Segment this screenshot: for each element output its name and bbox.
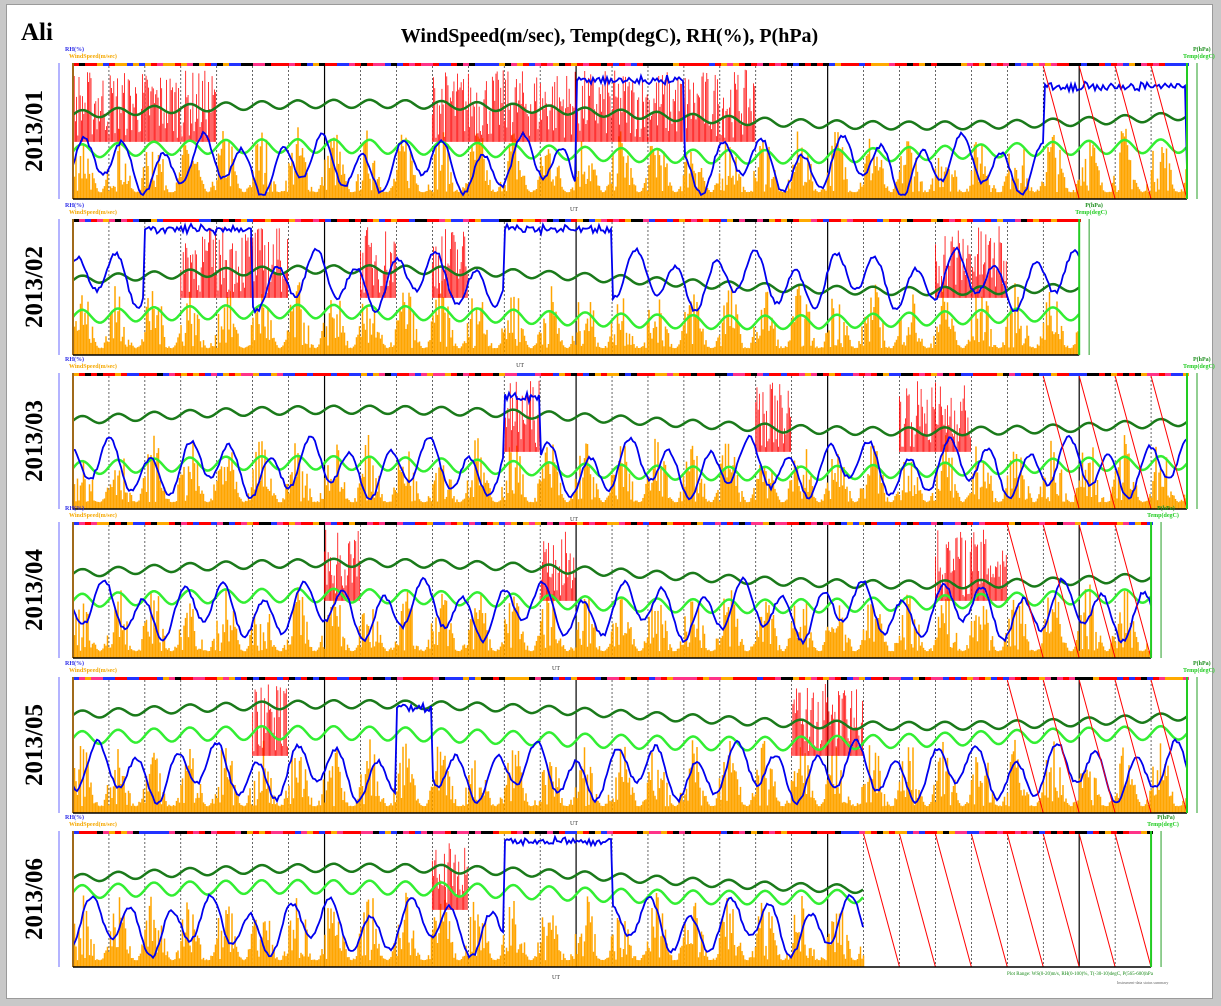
rh-axis-label: RH(%) — [65, 203, 84, 209]
rh-axis-label: RH(%) — [65, 661, 84, 667]
site-name: Ali — [21, 19, 53, 46]
x-axis-label: UT — [570, 207, 578, 213]
pressure-axis-label: P(hPa) — [1157, 815, 1175, 821]
windspeed-axis-label: WindSpeed(m/sec) — [69, 513, 117, 519]
status-note: Instrument-data status summary — [1117, 980, 1169, 985]
pressure-axis-label: P(hPa) — [1193, 47, 1211, 53]
month-label: 2013/04 — [21, 549, 48, 631]
temp-axis-label: Temp(degC) — [1075, 210, 1107, 216]
month-label: 2013/06 — [21, 858, 48, 940]
month-panel: 2013/03 RH(%) WindSpeed(m/sec) P(hPa) Temp(d… — [7, 357, 1215, 527]
chart-svg — [58, 831, 1162, 968]
month-panel: 2013/01 RH(%) WindSpeed(m/sec) P(hPa) Temp(d… — [7, 47, 1215, 217]
month-panel: 2013/04 RH(%) WindSpeed(m/sec) P(hPa) Temp(d… — [7, 506, 1212, 676]
x-axis-label: UT — [570, 821, 578, 827]
temp-axis-label: Temp(degC) — [1147, 822, 1179, 828]
x-axis-label: UT — [552, 975, 561, 981]
temp-axis-label: Temp(degC) — [1183, 364, 1215, 370]
rh-axis-label: RH(%) — [65, 815, 84, 821]
temp-axis-label: Temp(degC) — [1183, 54, 1215, 60]
windspeed-axis-label: WindSpeed(m/sec) — [69, 54, 117, 60]
pressure-axis-label: P(hPa) — [1157, 506, 1175, 512]
chart-svg — [58, 677, 1198, 814]
rh-axis-label: RH(%) — [65, 357, 84, 363]
month-panel: 2013/02 RH(%) WindSpeed(m/sec) P(hPa) Temp(d… — [7, 203, 1212, 373]
x-axis-label: UT — [552, 666, 561, 672]
rh-axis-label: RH(%) — [65, 47, 84, 53]
temp-axis-label: Temp(degC) — [1183, 668, 1215, 674]
chart-svg — [58, 63, 1198, 200]
month-label: 2013/02 — [21, 246, 48, 328]
chart-svg — [58, 219, 1090, 356]
chart-svg — [58, 373, 1198, 510]
rh-axis-label: RH(%) — [65, 506, 84, 512]
x-axis-label: UT — [570, 517, 578, 523]
windspeed-axis-label: WindSpeed(m/sec) — [69, 668, 117, 674]
month-panel: 2013/05 RH(%) WindSpeed(m/sec) P(hPa) Temp(d… — [7, 661, 1215, 831]
pressure-axis-label: P(hPa) — [1193, 357, 1211, 363]
month-label: 2013/05 — [21, 704, 48, 786]
windspeed-axis-label: WindSpeed(m/sec) — [69, 364, 117, 370]
month-label: 2013/01 — [21, 90, 48, 172]
x-axis-label: UT — [516, 363, 525, 369]
pressure-axis-label: P(hPa) — [1193, 661, 1211, 667]
page-title: WindSpeed(m/sec), Temp(degC), RH(%), P(h… — [400, 25, 819, 47]
plot-range-note: Plot Range: WS(0-20)m/s, RH(0-100)%, T(-… — [1007, 972, 1153, 977]
month-label: 2013/03 — [21, 400, 48, 482]
windspeed-axis-label: WindSpeed(m/sec) — [69, 822, 117, 828]
plot-page: Ali WindSpeed(m/sec), Temp(degC), RH(%),… — [6, 4, 1215, 999]
windspeed-axis-label: WindSpeed(m/sec) — [69, 210, 117, 216]
pressure-axis-label: P(hPa) — [1085, 203, 1103, 209]
month-panel: 2013/06 RH(%) WindSpeed(m/sec) P(hPa) Temp(d… — [7, 815, 1212, 985]
temp-axis-label: Temp(degC) — [1147, 513, 1179, 519]
chart-svg — [58, 522, 1162, 659]
